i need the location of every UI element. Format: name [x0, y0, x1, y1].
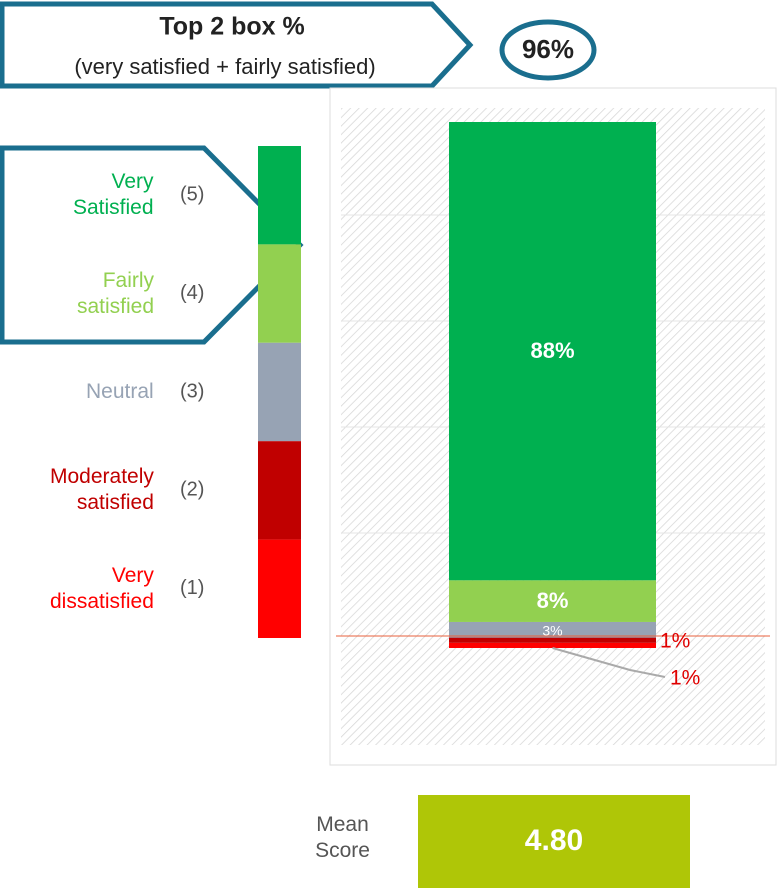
- legend-label: Very Satisfied: [73, 170, 154, 220]
- top2-ellipse: [499, 19, 597, 81]
- top2-value: 96%: [522, 34, 574, 64]
- leader-line: [552, 647, 666, 678]
- legend-code: (2): [180, 479, 204, 501]
- legend-code: (1): [180, 577, 204, 599]
- legend-code: (3): [180, 380, 204, 402]
- legend-code: (4): [180, 282, 204, 304]
- bar-segment: [449, 122, 656, 581]
- data-label: 1%: [660, 630, 690, 653]
- header-title: Top 2 box %: [159, 13, 304, 41]
- header-callout: [0, 1, 474, 89]
- legend-label: Moderately satisfied: [50, 465, 154, 515]
- bar-segment: [449, 621, 656, 638]
- data-label: 3%: [542, 622, 562, 638]
- mean-box: [418, 795, 690, 888]
- legend-label: Neutral: [86, 380, 154, 403]
- legend-swatch: [258, 539, 301, 638]
- legend-swatch: [258, 244, 301, 343]
- mean-value: 4.80: [525, 824, 583, 857]
- top2-callout: [0, 145, 304, 345]
- legend-label: Fairly satisfied: [77, 268, 155, 318]
- header-subtitle: (very satisfied + fairly satisfied): [74, 54, 375, 79]
- legend-swatch: [258, 342, 301, 442]
- bar-segment: [449, 637, 656, 643]
- legend-label: Very dissatisfied: [50, 563, 154, 613]
- legend-code: (5): [180, 183, 204, 205]
- data-label: 88%: [530, 338, 574, 363]
- mean-label: Mean Score: [315, 813, 370, 862]
- bar-segment: [449, 642, 656, 648]
- bar-segment: [449, 580, 656, 622]
- legend-swatch: [258, 441, 301, 540]
- data-label: 1%: [670, 667, 700, 690]
- data-label: 8%: [537, 588, 569, 613]
- legend-swatch: [258, 146, 301, 245]
